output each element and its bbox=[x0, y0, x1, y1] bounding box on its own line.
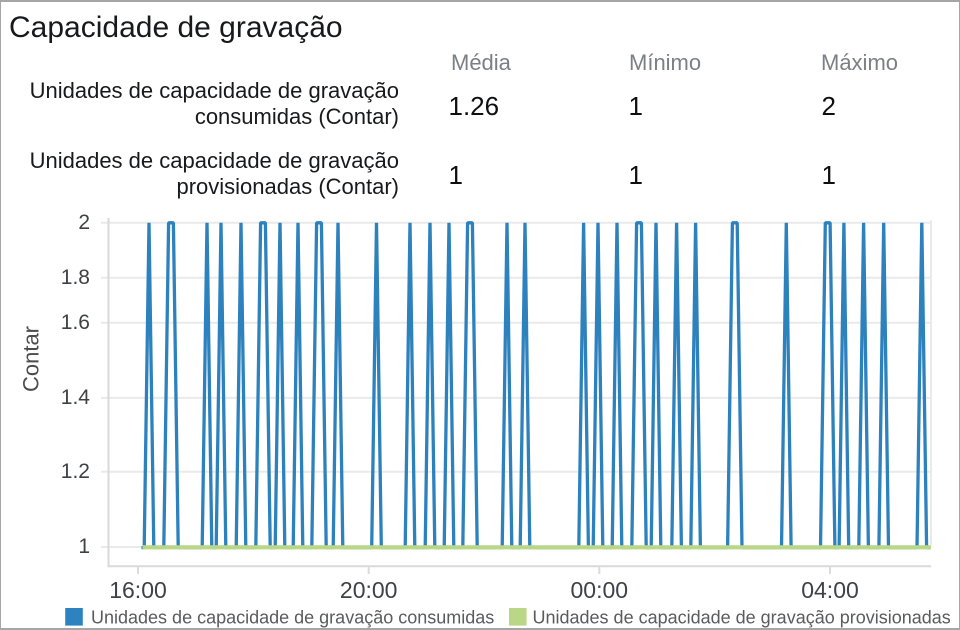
svg-text:1.6: 1.6 bbox=[61, 311, 90, 334]
svg-text:20:00: 20:00 bbox=[340, 577, 398, 603]
svg-text:Contar: Contar bbox=[19, 326, 44, 392]
svg-text:1.8: 1.8 bbox=[61, 266, 90, 289]
svg-text:16:00: 16:00 bbox=[109, 577, 167, 603]
svg-text:1: 1 bbox=[78, 535, 90, 558]
svg-text:Unidades de capacidade de grav: Unidades de capacidade de gravação consu… bbox=[91, 608, 494, 628]
svg-text:00:00: 00:00 bbox=[571, 577, 629, 603]
svg-text:1.2: 1.2 bbox=[61, 460, 90, 483]
svg-text:1.4: 1.4 bbox=[61, 386, 91, 409]
svg-text:2: 2 bbox=[78, 211, 90, 234]
svg-text:Unidades de capacidade de grav: Unidades de capacidade de gravação provi… bbox=[533, 608, 951, 628]
svg-text:04:00: 04:00 bbox=[801, 577, 859, 603]
